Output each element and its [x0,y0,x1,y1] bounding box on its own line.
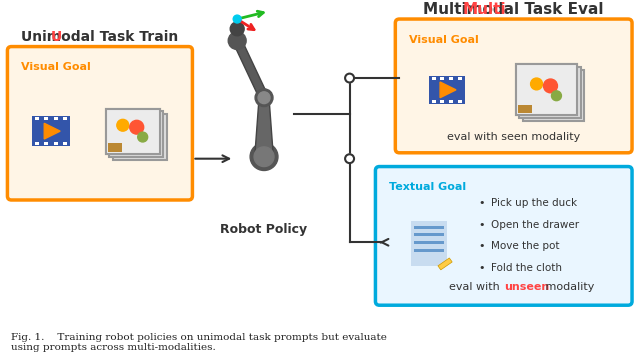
FancyBboxPatch shape [106,108,159,154]
FancyBboxPatch shape [414,249,444,252]
Text: unseen: unseen [504,282,549,291]
FancyBboxPatch shape [431,77,436,80]
Text: eval with: eval with [449,282,504,291]
FancyBboxPatch shape [449,77,453,80]
FancyBboxPatch shape [458,100,462,103]
Text: •: • [479,241,485,251]
Circle shape [255,89,273,107]
FancyBboxPatch shape [396,19,632,153]
Text: eval with seen modality: eval with seen modality [447,132,580,142]
FancyBboxPatch shape [44,117,48,120]
Text: Open the drawer: Open the drawer [491,220,579,230]
Circle shape [258,92,270,103]
FancyBboxPatch shape [54,142,58,145]
Text: Multimodal Task Eval: Multimodal Task Eval [424,2,604,17]
FancyBboxPatch shape [109,112,163,157]
Circle shape [130,120,144,134]
FancyBboxPatch shape [414,226,444,228]
FancyBboxPatch shape [516,64,577,115]
Circle shape [228,32,246,50]
FancyBboxPatch shape [54,117,58,120]
FancyBboxPatch shape [412,221,447,266]
FancyBboxPatch shape [429,76,465,103]
Text: Textual Goal: Textual Goal [389,182,467,192]
FancyBboxPatch shape [106,108,159,154]
Circle shape [531,78,543,90]
Polygon shape [438,258,452,270]
Text: •: • [479,263,485,273]
Text: •: • [479,198,485,208]
Circle shape [117,119,129,131]
FancyBboxPatch shape [44,142,48,145]
FancyBboxPatch shape [108,143,122,152]
Text: Robot Policy: Robot Policy [220,223,308,236]
Circle shape [345,74,354,82]
Text: modality: modality [541,282,594,291]
Circle shape [233,15,241,23]
FancyBboxPatch shape [458,77,462,80]
Text: Unimodal Task Train: Unimodal Task Train [21,30,179,44]
Circle shape [543,79,557,93]
Text: Fold the cloth: Fold the cloth [491,263,562,273]
FancyBboxPatch shape [523,70,584,121]
Text: •: • [479,220,485,230]
FancyBboxPatch shape [519,67,581,118]
Text: Visual Goal: Visual Goal [409,35,479,45]
Text: Fig. 1.    Training robot policies on unimodal task prompts but evaluate: Fig. 1. Training robot policies on unimo… [12,333,387,342]
Circle shape [250,143,278,170]
FancyBboxPatch shape [449,100,453,103]
FancyBboxPatch shape [35,117,39,120]
FancyBboxPatch shape [440,100,444,103]
FancyBboxPatch shape [32,117,70,146]
Text: Visual Goal: Visual Goal [21,62,91,72]
Text: using prompts across multi-modalities.: using prompts across multi-modalities. [12,343,216,352]
Polygon shape [255,98,273,152]
Circle shape [552,91,561,101]
FancyBboxPatch shape [440,77,444,80]
Text: U: U [51,30,63,44]
FancyBboxPatch shape [516,64,577,115]
Polygon shape [44,123,60,139]
FancyBboxPatch shape [431,100,436,103]
Polygon shape [440,82,456,98]
Polygon shape [232,41,269,98]
Circle shape [230,22,244,36]
FancyBboxPatch shape [414,241,444,244]
FancyBboxPatch shape [518,105,532,113]
Text: Move the pot: Move the pot [491,241,559,251]
FancyBboxPatch shape [113,114,166,160]
Text: Multi: Multi [463,2,507,17]
FancyBboxPatch shape [8,46,193,200]
Text: Pick up the duck: Pick up the duck [491,198,577,208]
Circle shape [138,132,148,142]
Circle shape [254,147,274,166]
Circle shape [345,154,354,163]
FancyBboxPatch shape [63,117,67,120]
FancyBboxPatch shape [376,166,632,305]
FancyBboxPatch shape [414,233,444,237]
FancyBboxPatch shape [63,142,67,145]
FancyBboxPatch shape [35,142,39,145]
